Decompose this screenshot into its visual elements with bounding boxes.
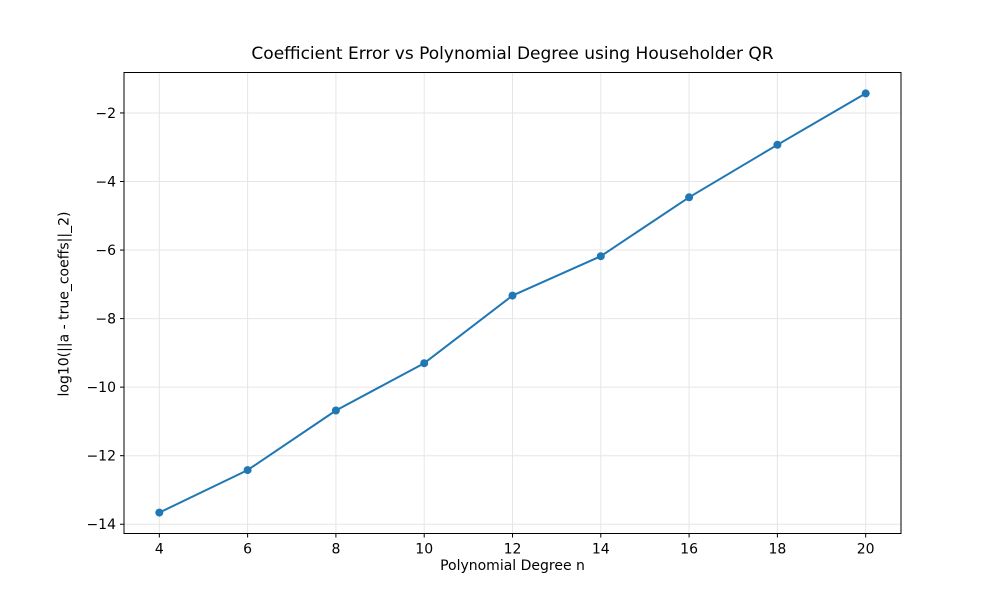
- x-tick-label: 20: [857, 542, 875, 558]
- x-axis-label: Polynomial Degree n: [440, 558, 585, 574]
- data-point: [508, 291, 517, 300]
- data-point: [685, 193, 694, 202]
- x-tick-label: 6: [243, 542, 252, 558]
- data-point: [773, 140, 782, 149]
- data-point: [420, 359, 429, 368]
- y-tick-label: −6: [95, 243, 116, 259]
- y-tick-label: −4: [95, 174, 116, 190]
- x-tick-label: 4: [155, 542, 164, 558]
- chart-title: Coefficient Error vs Polynomial Degree u…: [251, 44, 774, 64]
- data-point: [861, 89, 870, 98]
- data-point: [155, 508, 164, 517]
- y-tick-label: −14: [86, 517, 116, 533]
- data-point: [596, 252, 605, 261]
- data-point: [243, 466, 252, 475]
- y-tick-label: −2: [95, 106, 116, 122]
- y-tick-label: −12: [86, 449, 116, 465]
- x-tick-label: 16: [680, 542, 698, 558]
- x-tick-label: 14: [592, 542, 610, 558]
- x-tick-label: 12: [504, 542, 522, 558]
- data-point: [331, 406, 340, 415]
- x-tick-label: 8: [331, 542, 340, 558]
- y-axis-label: log10(||a - true_coeffs||_2): [56, 211, 73, 397]
- y-tick-label: −10: [86, 380, 116, 396]
- x-tick-label: 18: [768, 542, 786, 558]
- x-tick-label: 10: [415, 542, 433, 558]
- y-tick-label: −8: [95, 312, 116, 328]
